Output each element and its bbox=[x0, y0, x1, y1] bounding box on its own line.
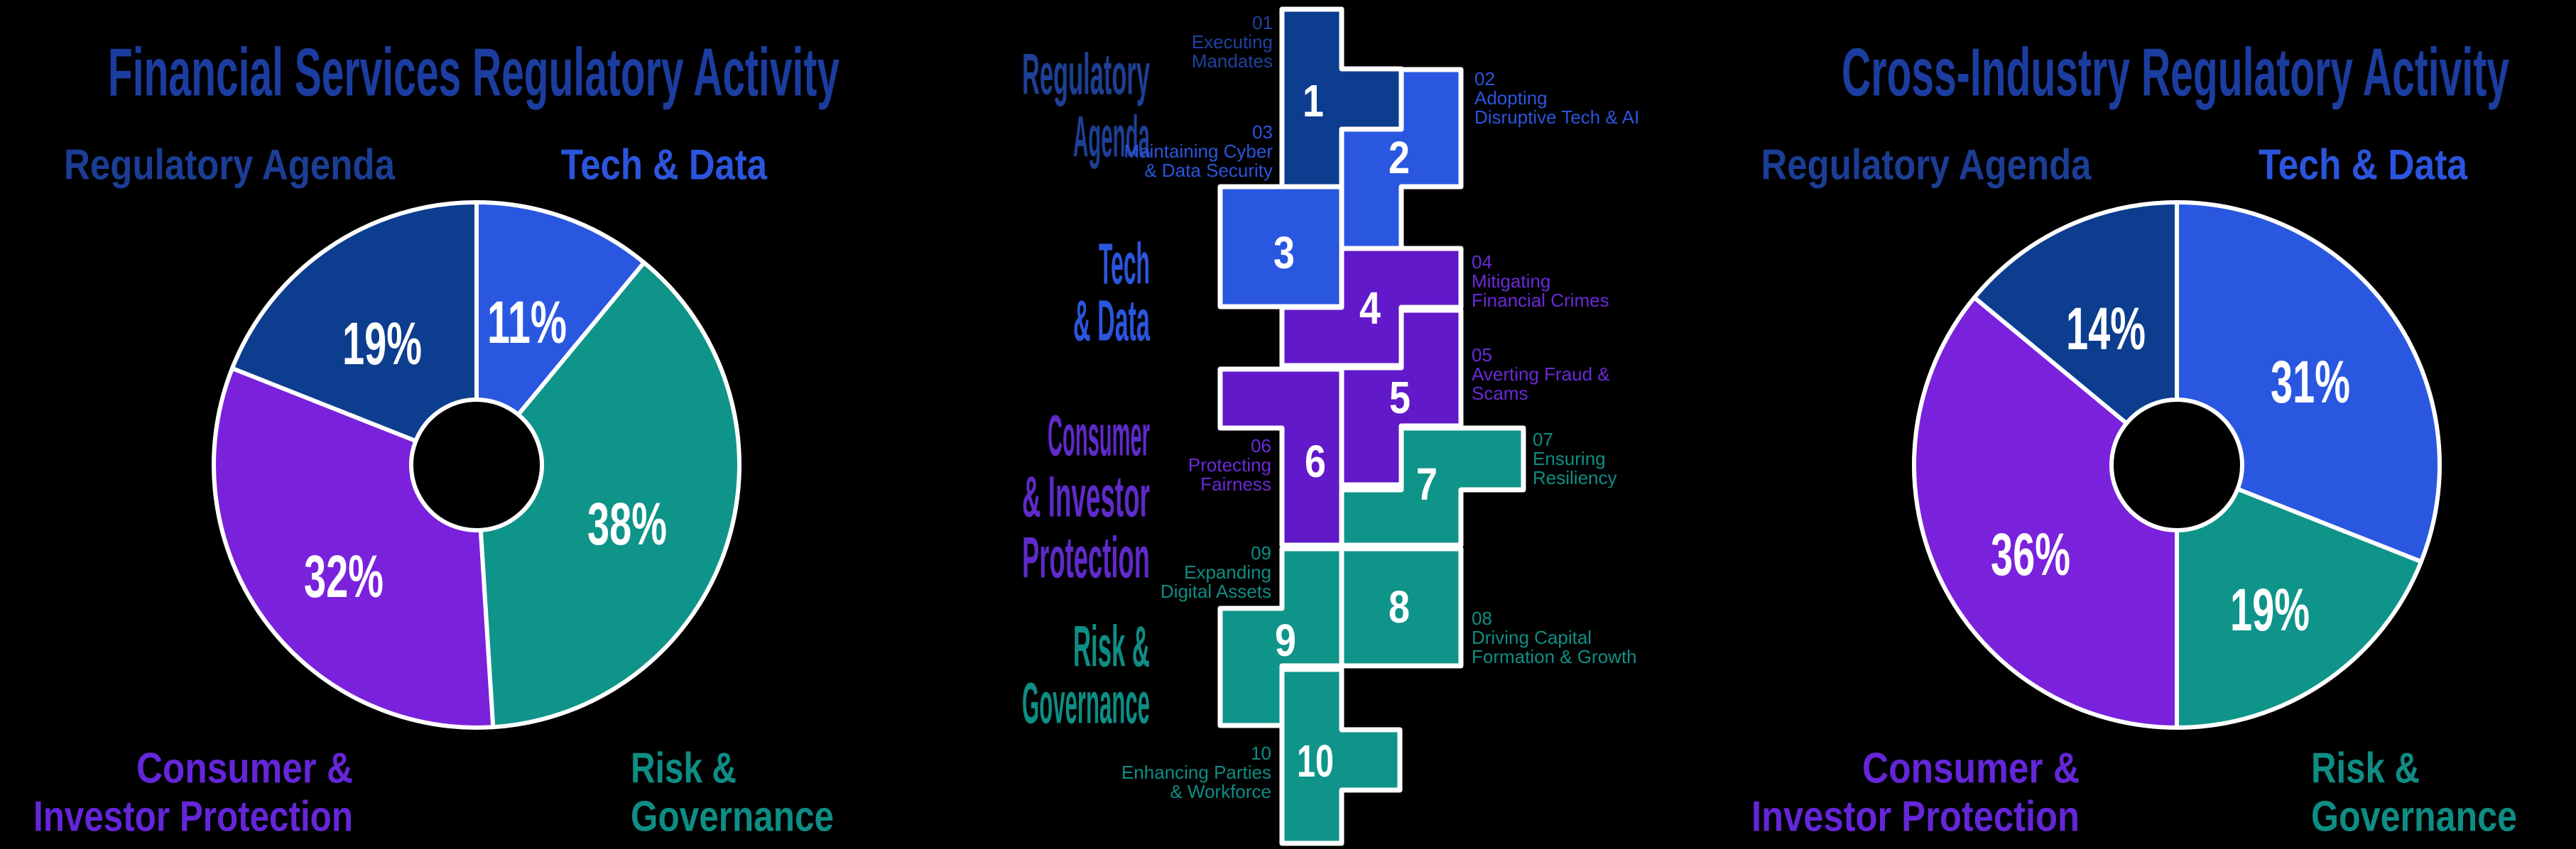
donut-percent-label: 11% bbox=[487, 289, 567, 356]
item-label-10-line1: Enhancing Parties bbox=[1121, 762, 1271, 783]
donut-percent-label: 38% bbox=[587, 491, 667, 557]
item-label-06-line2: Fairness bbox=[1200, 473, 1271, 495]
donut-percent-label: 14% bbox=[2066, 295, 2146, 362]
item-label-02-line1: Adopting bbox=[1474, 87, 1548, 109]
legend-label-regulatory-agenda: Regulatory Agenda bbox=[1761, 141, 2092, 189]
item-label-04-line2: Financial Crimes bbox=[1472, 290, 1609, 311]
chart-title: Financial Services Regulatory Activity bbox=[108, 35, 839, 111]
donut-slice-31% bbox=[2175, 200, 2442, 564]
item-label-06-line1: Protecting bbox=[1188, 454, 1271, 476]
item-label-09-line2: Digital Assets bbox=[1161, 581, 1271, 602]
legend-label-consumer-investor-protection: Investor Protection bbox=[33, 793, 353, 840]
financial-services-donut-chart: Financial Services Regulatory Activity Re… bbox=[33, 35, 839, 840]
legend-label-consumer-investor-protection: Consumer & bbox=[136, 745, 353, 792]
donut-slice-19% bbox=[229, 200, 479, 444]
block-number-02: 2 bbox=[1388, 132, 1410, 183]
legend-label-consumer-investor-protection: Investor Protection bbox=[1751, 793, 2080, 840]
legend-label-tech-data: Tech & Data bbox=[561, 141, 768, 189]
category-label-risk-governance: Risk & bbox=[1073, 615, 1150, 679]
item-label-01-line2: Mandates bbox=[1192, 50, 1273, 72]
block-number-05: 5 bbox=[1389, 372, 1411, 423]
legend-label-risk-governance: Risk & bbox=[631, 745, 737, 792]
legend-label-regulatory-agenda: Regulatory Agenda bbox=[64, 141, 396, 189]
donut-slice-36% bbox=[1912, 295, 2179, 730]
item-label-07-line2: Resiliency bbox=[1533, 467, 1617, 488]
legend-label-consumer-investor-protection: Consumer & bbox=[1862, 745, 2080, 792]
item-code-02: 02 bbox=[1474, 68, 1495, 89]
donut-slice-14% bbox=[1972, 200, 2179, 426]
item-code-10: 10 bbox=[1251, 743, 1271, 764]
donut-slice-32% bbox=[212, 366, 496, 730]
item-code-05: 05 bbox=[1472, 344, 1492, 366]
donut-slice-19% bbox=[2175, 486, 2424, 730]
item-code-08: 08 bbox=[1472, 608, 1492, 629]
block-number-09: 9 bbox=[1275, 615, 1296, 666]
legend-label-risk-governance: Governance bbox=[2311, 793, 2517, 840]
puzzle-block-10 bbox=[1279, 667, 1403, 846]
legend-label-tech-data: Tech & Data bbox=[2259, 141, 2468, 189]
item-label-10-line2: & Workforce bbox=[1170, 781, 1271, 802]
item-label-03-line2: & Data Security bbox=[1144, 160, 1273, 181]
block-number-07: 7 bbox=[1416, 459, 1438, 510]
item-label-08-line1: Driving Capital bbox=[1472, 627, 1592, 648]
category-label-consumer-investor-protection: & Investor bbox=[1022, 465, 1150, 530]
donut-percent-label: 19% bbox=[342, 310, 422, 377]
cross-industry-donut-chart: Cross-Industry Regulatory Activity Regula… bbox=[1751, 35, 2517, 840]
block-number-08: 8 bbox=[1388, 581, 1410, 632]
item-label-09-line1: Expanding bbox=[1184, 562, 1271, 583]
item-code-07: 07 bbox=[1533, 429, 1553, 450]
item-label-05-line1: Averting Fraud & bbox=[1472, 363, 1610, 385]
block-number-04: 4 bbox=[1359, 283, 1381, 334]
item-code-09: 09 bbox=[1251, 542, 1271, 564]
item-code-03: 03 bbox=[1252, 121, 1273, 143]
block-number-10: 10 bbox=[1297, 735, 1334, 787]
item-label-08-line2: Formation & Growth bbox=[1472, 646, 1637, 667]
puzzle-block-06 bbox=[1217, 366, 1344, 548]
block-number-03: 3 bbox=[1273, 227, 1295, 278]
donut-slice-38% bbox=[478, 260, 741, 730]
item-code-06: 06 bbox=[1251, 435, 1271, 456]
donut-slice-11% bbox=[474, 200, 646, 417]
item-code-01: 01 bbox=[1252, 12, 1273, 33]
donut-percent-label: 19% bbox=[2230, 576, 2310, 643]
item-label-02-line2: Disruptive Tech & AI bbox=[1474, 106, 1639, 128]
donut-percent-label: 32% bbox=[304, 543, 384, 610]
block-number-06: 6 bbox=[1305, 436, 1326, 487]
legend-label-risk-governance: Governance bbox=[631, 793, 834, 840]
item-label-05-line2: Scams bbox=[1472, 383, 1528, 404]
donut-percent-label: 36% bbox=[1991, 521, 2070, 588]
legend-label-risk-governance: Risk & bbox=[2311, 745, 2420, 792]
item-code-04: 04 bbox=[1472, 251, 1492, 273]
item-label-01-line1: Executing bbox=[1192, 31, 1273, 53]
item-label-03-line1: Maintaining Cyber bbox=[1124, 141, 1273, 162]
category-label-regulatory-agenda: Regulatory bbox=[1022, 43, 1150, 107]
category-label-consumer-investor-protection: Consumer bbox=[1048, 404, 1150, 469]
category-label-tech-data: & Data bbox=[1073, 289, 1151, 354]
category-label-regulatory-agenda: Agenda bbox=[1073, 105, 1150, 170]
category-label-tech-data: Tech bbox=[1099, 232, 1150, 297]
puzzle-block-07 bbox=[1339, 425, 1526, 548]
donut-percent-label: 31% bbox=[2271, 349, 2350, 415]
chart-title: Cross-Industry Regulatory Activity bbox=[1842, 35, 2509, 111]
item-label-07-line1: Ensuring bbox=[1533, 448, 1606, 469]
category-label-consumer-investor-protection: Protection bbox=[1022, 526, 1150, 591]
item-label-04-line1: Mitigating bbox=[1472, 270, 1550, 292]
block-number-01: 1 bbox=[1303, 75, 1324, 126]
category-label-risk-governance: Governance bbox=[1022, 672, 1150, 736]
